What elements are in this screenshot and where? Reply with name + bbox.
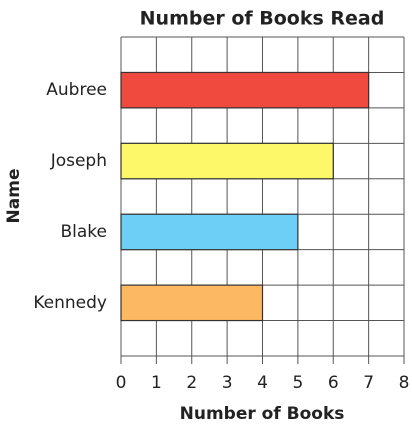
x-tick-label: 6 [328, 373, 339, 393]
x-tick-label: 8 [399, 373, 410, 393]
x-tick-label: 2 [186, 373, 197, 393]
x-tick-label: 4 [257, 373, 268, 393]
bar [120, 284, 264, 322]
y-tick-label: Joseph [50, 151, 107, 171]
y-tick-label: Kennedy [33, 293, 107, 313]
chart-title: Number of Books Read [140, 8, 385, 30]
y-tick-label: Blake [60, 222, 107, 242]
bar [120, 71, 370, 109]
y-tick-label: Aubree [46, 80, 107, 100]
x-tick-label: 1 [151, 373, 162, 393]
x-tick-label: 5 [292, 373, 303, 393]
bar [120, 213, 299, 251]
x-tick-label: 0 [116, 373, 127, 393]
bar [120, 142, 334, 180]
x-tick-label: 3 [222, 373, 233, 393]
x-axis-label: Number of Books [180, 404, 345, 424]
y-axis-label: Name [4, 169, 24, 224]
x-tick-label: 7 [363, 373, 374, 393]
